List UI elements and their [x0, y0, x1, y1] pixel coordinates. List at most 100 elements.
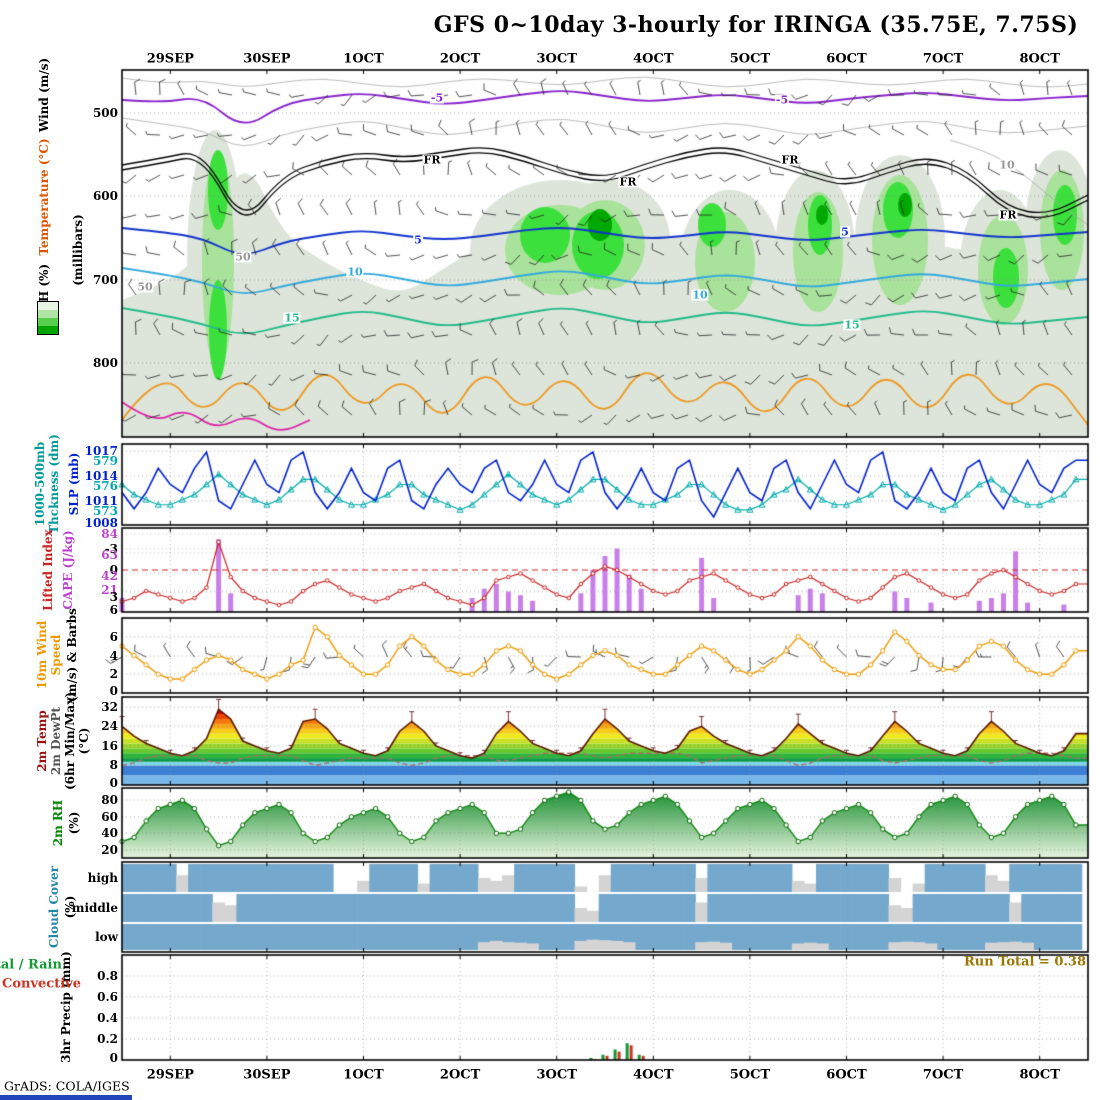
axis-title: (%): [63, 895, 77, 919]
y-tick-label: 573: [92, 504, 118, 518]
x-tick-label-top: 2OCT: [439, 51, 481, 67]
y-tick-label: 500: [92, 106, 118, 120]
y-tick-label: 0.2: [97, 1032, 118, 1046]
x-tick-label-bottom: 4OCT: [633, 1067, 674, 1083]
x-tick-label-bottom: 2OCT: [439, 1067, 481, 1083]
contour-label: -5: [774, 93, 790, 107]
contour-label: 15: [843, 318, 861, 332]
y-tick-label: 8: [109, 758, 118, 772]
y-tick-label: 84: [101, 527, 118, 541]
y-tick-label: 600: [92, 189, 118, 203]
axis-title: (6hr Min/Max): [63, 691, 77, 791]
x-tick-label-bottom: 6OCT: [826, 1067, 867, 1083]
x-tick-label-bottom: 8OCT: [1019, 1067, 1060, 1083]
y-tick-label: 21: [101, 583, 118, 597]
axis-title: (millibars): [71, 214, 85, 286]
y-tick-label: 63: [101, 548, 118, 562]
rh-legend-swatch: [38, 302, 58, 310]
contour-label: 10: [346, 265, 364, 279]
y-tick-label: 0: [109, 776, 118, 790]
x-tick-label-top: 30SEP: [243, 51, 291, 67]
x-tick-label-top: 8OCT: [1019, 51, 1060, 67]
x-tick-label-top: 5OCT: [729, 51, 771, 67]
cloud-row-label: high: [87, 871, 118, 885]
x-tick-label-bottom: 30SEP: [243, 1067, 291, 1083]
y-tick-label: 0.8: [97, 969, 118, 983]
x-tick-label-top: 4OCT: [633, 51, 674, 67]
y-tick-label: 0: [109, 1051, 118, 1065]
x-tick-label-bottom: 29SEP: [146, 1067, 194, 1083]
y-tick-label: 0.4: [97, 1011, 118, 1025]
y-tick-label: 6: [109, 603, 118, 617]
y-tick-label: 0: [109, 684, 118, 698]
y-tick-label: 2: [109, 667, 118, 681]
run-total-text: Run Total = 0.38: [963, 954, 1086, 970]
y-tick-label: 24: [101, 719, 118, 733]
axis-title: 1000-500mb: [33, 441, 47, 527]
x-tick-label-bottom: 7OCT: [922, 1067, 964, 1083]
contour-label: 5: [413, 233, 423, 247]
cloud-row-label: middle: [71, 901, 118, 915]
contour-label: FR: [422, 153, 442, 167]
rh-legend-swatch: [38, 326, 58, 334]
x-tick-label-top: 29SEP: [146, 51, 194, 67]
x-tick-label-top: 3OCT: [536, 51, 577, 67]
y-tick-label: 579: [92, 454, 118, 468]
axis-title: Cloud Cover: [47, 866, 61, 948]
y-tick-label: 16: [101, 739, 118, 753]
grads-credit: GrADS: COLA/IGES: [4, 1078, 130, 1094]
axis-title: 2m Temp: [35, 710, 49, 772]
y-tick-label: 1014: [84, 469, 118, 483]
chart-title: GFS 0~10day 3-hourly for IRINGA (35.75E,…: [433, 12, 1079, 38]
y-tick-label: 700: [92, 273, 118, 287]
y-tick-label: 80: [101, 793, 118, 807]
contour-label: 5: [840, 225, 850, 239]
cloud-row-label: low: [95, 930, 118, 944]
y-tick-label: 1017: [84, 444, 118, 458]
precip-convective-legend: Convective: [2, 976, 81, 992]
x-tick-label-top: 7OCT: [922, 51, 964, 67]
y-tick-label: 576: [92, 479, 118, 493]
axis-title: SLP (mb): [67, 452, 81, 516]
y-tick-label: 20: [101, 843, 118, 857]
precip-total-legend: Total / Rain: [0, 957, 62, 973]
x-tick-label-bottom: 5OCT: [729, 1067, 771, 1083]
axis-title: (°C): [77, 727, 91, 755]
contour-label: 50: [136, 280, 154, 294]
x-tick-label-top: 6OCT: [826, 51, 867, 67]
contour-label: FR: [998, 208, 1018, 222]
axis-title: Thckness (dm): [47, 434, 61, 534]
y-tick-label: 1011: [84, 494, 118, 508]
contour-label: 10: [998, 158, 1016, 172]
axis-title: Speed: [49, 634, 63, 676]
axis-title: (%): [67, 811, 81, 835]
x-tick-label-bottom: 3OCT: [536, 1067, 577, 1083]
y-tick-label: 4: [109, 649, 118, 663]
axis-title: (m/s) & Barbs: [65, 608, 79, 702]
x-tick-label-bottom: 1OCT: [343, 1067, 384, 1083]
y-tick-label: 1008: [84, 516, 118, 530]
rh-legend-swatch: [38, 318, 58, 326]
window-edge-bar: [0, 1095, 132, 1100]
axis-title: CAPE (J/kg): [61, 530, 75, 610]
contour-label: 50: [234, 250, 252, 264]
contour-label: 15: [283, 311, 301, 325]
y-tick-label: -3: [104, 542, 118, 556]
y-tick-label: 42: [101, 569, 118, 583]
axis-title: 2m DewPt: [49, 706, 63, 776]
axis-title: 10m Wind: [35, 620, 49, 690]
contour-label: 10: [691, 288, 709, 302]
rh-legend-swatch: [38, 310, 58, 318]
y-tick-label: 3: [109, 590, 118, 604]
y-tick-label: 40: [101, 826, 118, 840]
axis-title: 2m RH: [51, 799, 65, 847]
contour-label: FR: [618, 175, 638, 189]
y-tick-label: 6: [109, 630, 118, 644]
contour-label: FR: [780, 153, 800, 167]
x-tick-label-top: 1OCT: [343, 51, 384, 67]
y-tick-label: 60: [101, 810, 118, 824]
y-tick-label: 0.6: [97, 990, 118, 1004]
y-tick-label: 32: [101, 700, 118, 714]
